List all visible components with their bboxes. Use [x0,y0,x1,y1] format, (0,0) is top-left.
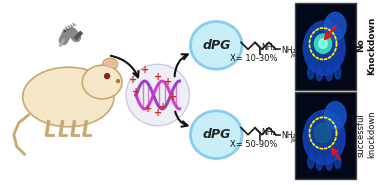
Ellipse shape [105,60,115,68]
Ellipse shape [325,102,346,130]
Text: +: + [141,65,149,75]
FancyBboxPatch shape [295,3,356,90]
Text: +: + [153,72,162,82]
Text: NH₂: NH₂ [281,131,295,140]
Ellipse shape [303,21,345,75]
Ellipse shape [326,68,332,81]
Text: )ₓ: )ₓ [290,50,297,59]
Ellipse shape [126,64,189,126]
Ellipse shape [335,155,341,168]
Text: dPG: dPG [202,128,231,141]
Text: X= 10-30%: X= 10-30% [230,54,278,63]
Ellipse shape [191,111,242,159]
Text: siRNA: siRNA [61,21,77,34]
Text: +: + [169,92,177,102]
Text: dPG: dPG [202,39,231,52]
Text: No
Knockdown: No Knockdown [356,16,376,75]
Text: +: + [159,102,167,112]
Ellipse shape [308,155,314,168]
FancyBboxPatch shape [295,92,356,179]
Text: NH₂: NH₂ [281,46,295,55]
Text: )ₓ: )ₓ [290,135,297,144]
Ellipse shape [316,157,322,170]
Ellipse shape [335,66,341,79]
Ellipse shape [102,58,118,70]
Ellipse shape [23,67,114,127]
Ellipse shape [314,123,332,143]
Ellipse shape [308,66,314,79]
Text: X= 50-90%: X= 50-90% [230,140,278,149]
Text: successful
knockdown: successful knockdown [356,111,376,159]
Text: +: + [164,77,172,87]
Text: +: + [144,104,152,114]
Circle shape [105,74,110,79]
Ellipse shape [326,157,332,170]
Ellipse shape [314,34,332,53]
Ellipse shape [319,39,327,48]
Ellipse shape [325,12,346,40]
Text: NH₂: NH₂ [261,43,276,52]
Circle shape [116,80,119,83]
Ellipse shape [82,65,122,99]
Text: +: + [153,108,162,118]
Text: NH₂: NH₂ [261,128,276,137]
Text: +: + [129,75,137,85]
Text: +: + [132,87,140,97]
Ellipse shape [191,21,242,69]
Ellipse shape [303,110,345,164]
Ellipse shape [316,68,322,81]
